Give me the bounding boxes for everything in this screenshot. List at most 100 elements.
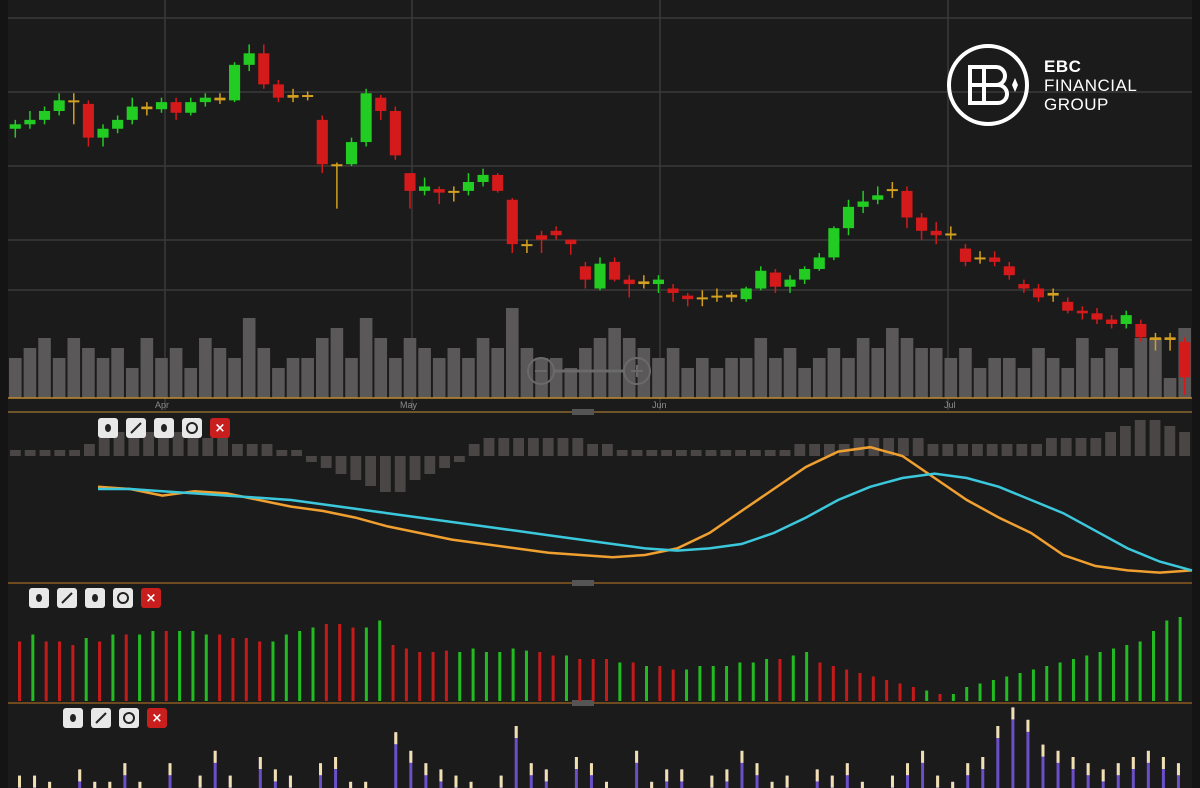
- candle-body: [272, 84, 284, 98]
- macd-hist-bar: [587, 444, 598, 456]
- candle-body: [375, 97, 387, 111]
- macd-hist-bar: [912, 438, 924, 456]
- oscillator-bar: [858, 673, 862, 701]
- oscillator-bar: [191, 631, 195, 701]
- bottom-bar-cap: [319, 763, 323, 776]
- volume-bar: [1163, 378, 1177, 398]
- volume-bar: [52, 358, 66, 398]
- close-icon[interactable]: ×: [147, 708, 167, 728]
- bottom-bar-cap: [544, 769, 548, 782]
- oscillator-bar: [751, 662, 755, 701]
- macd-hist-bar: [335, 456, 347, 474]
- volume-bar: [111, 348, 124, 398]
- oscillator-bar: [258, 641, 262, 701]
- macd-hist-bar: [1120, 426, 1131, 456]
- macd-hist-bar: [483, 438, 495, 456]
- bottom-bar: [1086, 763, 1090, 788]
- oscillator-bar: [1098, 652, 1102, 701]
- macd-hist-bar: [306, 456, 317, 462]
- bottom-bar-cap: [1161, 757, 1165, 769]
- pencil-icon[interactable]: [91, 708, 111, 728]
- candle-body: [916, 217, 928, 231]
- bottom-bar-cap: [108, 781, 112, 788]
- circle-icon[interactable]: [182, 418, 202, 438]
- circle-icon[interactable]: [113, 588, 133, 608]
- candle-body: [199, 97, 211, 103]
- oscillator-bar: [1018, 673, 1022, 701]
- zoom-in-icon[interactable]: [623, 357, 651, 385]
- volume-bar: [462, 358, 475, 398]
- candle-body: [1106, 319, 1118, 324]
- dot-icon[interactable]: [63, 708, 83, 728]
- candle-body: [1120, 315, 1132, 324]
- volume-bar: [769, 358, 782, 398]
- volume-bar: [447, 348, 461, 398]
- volume-bar: [359, 318, 373, 398]
- bottom-bar: [1026, 719, 1030, 788]
- macd-hist-bar: [557, 438, 569, 456]
- candle-body: [799, 268, 811, 280]
- oscillator-bar: [791, 655, 795, 701]
- bottom-bar: [574, 757, 578, 788]
- pane-resize-handle: [572, 700, 594, 706]
- macd-hist-bar: [927, 444, 939, 456]
- oscillator-bar: [978, 683, 982, 701]
- dot-icon[interactable]: [29, 588, 49, 608]
- candle-body: [1032, 288, 1045, 298]
- bottom-bar: [123, 763, 127, 788]
- oscillator-bar: [164, 631, 168, 701]
- dot-icon[interactable]: [154, 418, 174, 438]
- macd-hist-bar: [1001, 444, 1013, 456]
- candle-body: [726, 294, 738, 298]
- macd-hist-bar: [276, 450, 288, 456]
- close-icon[interactable]: ×: [210, 418, 230, 438]
- zoom-control[interactable]: [527, 357, 651, 385]
- macd-hist-bar: [1105, 432, 1116, 456]
- zoom-out-icon[interactable]: [527, 357, 555, 385]
- macd-hist-bar: [1031, 444, 1042, 456]
- oscillator-bar: [484, 652, 488, 701]
- oscillator-bar: [471, 648, 475, 701]
- close-icon[interactable]: ×: [141, 588, 161, 608]
- volume-bar: [38, 338, 51, 398]
- bottom-bar-cap: [93, 781, 97, 788]
- candle-body: [68, 100, 80, 103]
- oscillator-bar: [351, 627, 355, 701]
- bottom-bar-cap: [951, 781, 955, 788]
- candle-body: [1062, 301, 1074, 311]
- oscillator-bar: [1165, 620, 1169, 701]
- circle-icon[interactable]: [119, 708, 139, 728]
- candle-body: [901, 190, 913, 218]
- bottom-bar-cap: [574, 757, 578, 769]
- macd-hist-bar: [883, 438, 894, 456]
- macd-hist-bar: [128, 432, 140, 456]
- volume-bar: [871, 348, 885, 398]
- candle-body: [53, 100, 65, 111]
- oscillator-bar: [951, 694, 955, 701]
- volume-bar: [199, 338, 212, 398]
- oscillator-bar: [244, 638, 248, 701]
- bottom-bar-cap: [635, 750, 639, 763]
- macd-hist-bar: [898, 438, 909, 456]
- dot-icon[interactable]: [85, 588, 105, 608]
- oscillator-bar: [138, 634, 142, 701]
- pencil-icon[interactable]: [126, 418, 146, 438]
- bottom-bar: [168, 763, 172, 788]
- volume-bar: [1105, 348, 1118, 398]
- bottom-bar-cap: [424, 763, 428, 776]
- bottom-bar-cap: [860, 781, 864, 788]
- bottom-bar-cap: [665, 769, 669, 782]
- oscillator-bar: [298, 631, 302, 701]
- macd-hist-bar: [439, 456, 450, 468]
- pane-resize-handle: [572, 409, 594, 415]
- dot-icon[interactable]: [98, 418, 118, 438]
- candle-body: [1003, 266, 1015, 276]
- bottom-bar: [394, 732, 398, 788]
- bottom-bar-cap: [349, 781, 353, 788]
- bottom-bar: [906, 763, 910, 788]
- pencil-icon[interactable]: [57, 588, 77, 608]
- oscillator-bar: [911, 687, 915, 701]
- volume-bar: [944, 358, 958, 398]
- candle-body: [492, 174, 504, 191]
- month-label-apr: Apr: [155, 400, 170, 410]
